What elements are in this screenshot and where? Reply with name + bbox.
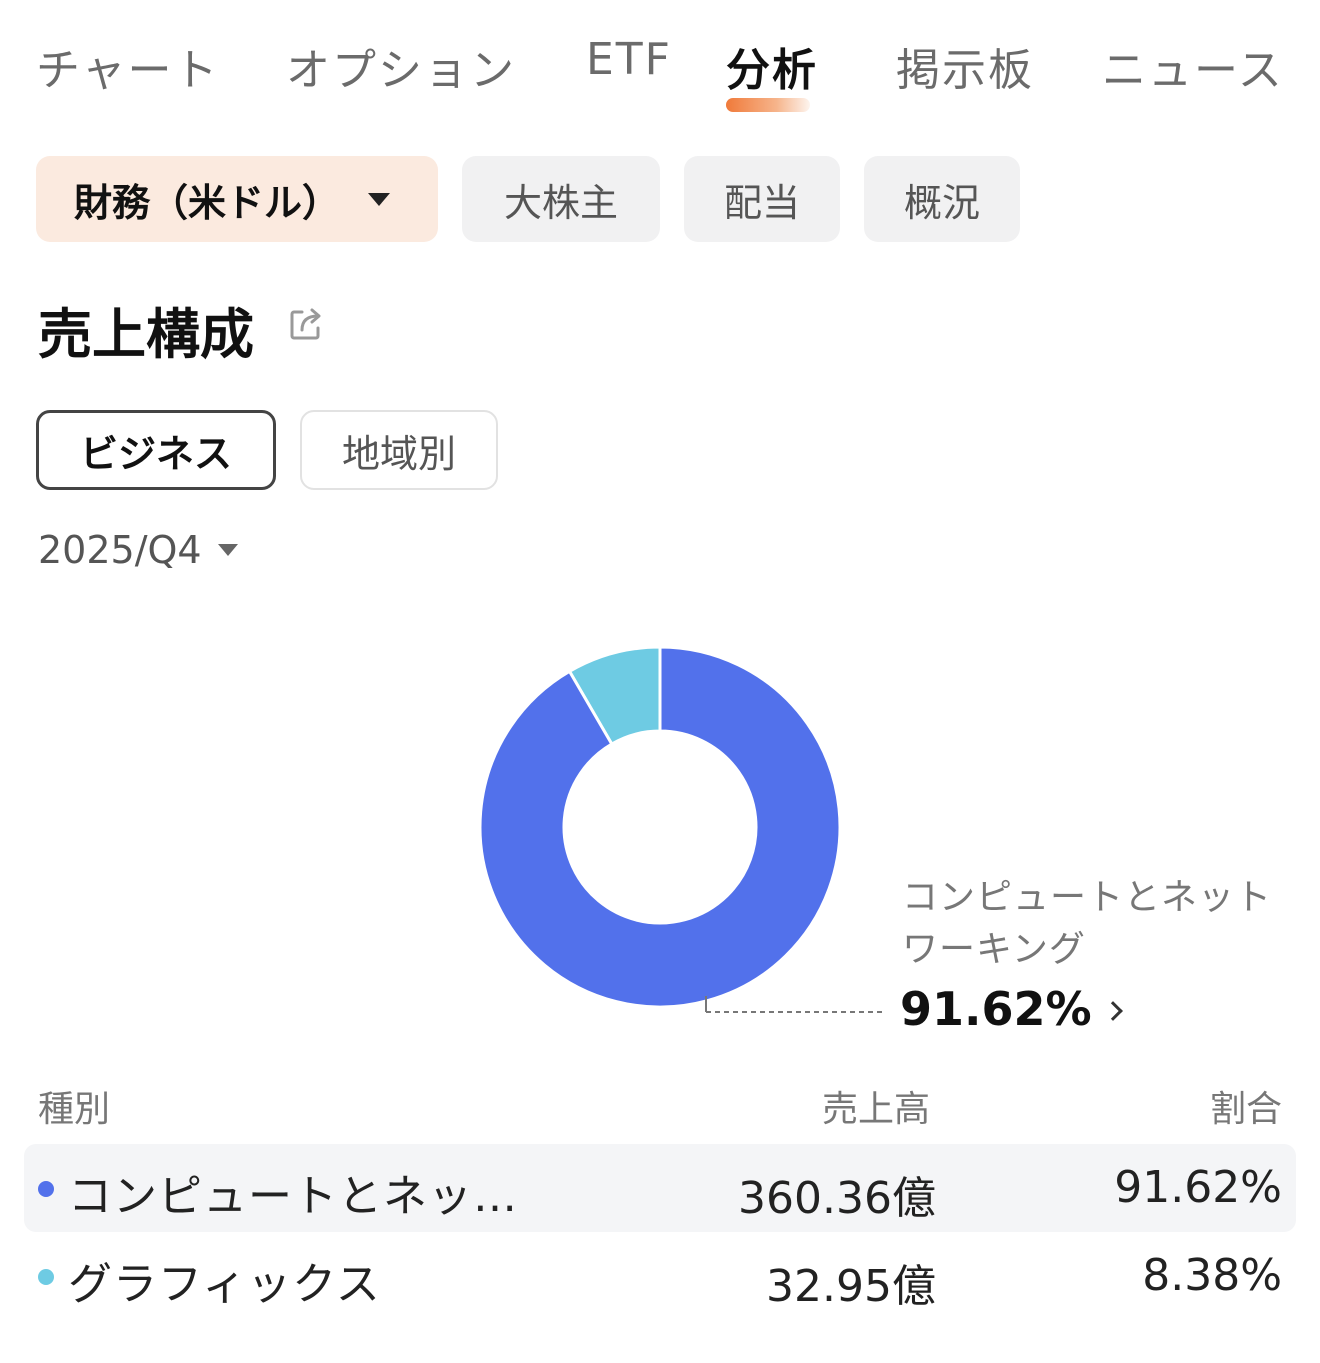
row-ratio: 8.38% [1142,1250,1282,1301]
tab-etf[interactable]: ETF [586,34,672,85]
donut-slice-0[interactable] [478,645,842,1009]
callout-value: 91.62% [900,982,1092,1036]
chevron-right-icon [1102,1001,1123,1021]
table-row[interactable]: コンピュートとネッ… 360.36億 91.62% [24,1144,1296,1232]
callout-value-link[interactable]: 91.62% [900,982,1123,1036]
tab-overview[interactable]: 概況 [864,156,1020,242]
callout-label: コンピュートとネットワーキング [902,877,1273,970]
period-label: 2025/Q4 [38,528,202,572]
section-title: 売上構成 [38,303,254,366]
period-selector[interactable]: 2025/Q4 [38,528,238,572]
row-ratio: 91.62% [1114,1162,1282,1213]
tab-board[interactable]: 掲示板 [896,45,1034,96]
caret-down-icon [368,192,391,206]
share-icon[interactable] [288,306,324,342]
row-revenue: 360.36億 [738,1173,936,1224]
legend-dot [38,1181,54,1197]
header-revenue: 売上高 [822,1089,931,1130]
toggle-region[interactable]: 地域別 [300,410,498,490]
table-row[interactable]: グラフィックス 32.95億 8.38% [24,1232,1296,1320]
financials-dropdown[interactable]: 財務（米ドル） [36,156,438,242]
caret-down-icon [217,544,238,556]
row-name: コンピュートとネッ… [68,1171,518,1222]
tab-options[interactable]: オプション [286,45,516,96]
tab-major-shareholders[interactable]: 大株主 [462,156,660,242]
header-type: 種別 [38,1089,111,1130]
row-name: グラフィックス [68,1259,381,1310]
legend-dot [38,1269,54,1285]
header-ratio: 割合 [1209,1089,1282,1130]
active-tab-indicator [726,98,810,112]
tab-news[interactable]: ニュース [1102,45,1284,96]
row-revenue: 32.95億 [766,1261,936,1312]
tab-analysis[interactable]: 分析 [726,45,818,96]
top-tab-bar: チャート オプション ETF 分析 掲示板 ニュース [0,20,1320,112]
financials-dropdown-label: 財務（米ドル） [74,180,341,225]
tab-chart[interactable]: チャート [36,45,220,96]
revenue-donut-chart [478,645,884,1013]
tab-dividends[interactable]: 配当 [684,156,840,242]
toggle-business[interactable]: ビジネス [36,410,276,490]
